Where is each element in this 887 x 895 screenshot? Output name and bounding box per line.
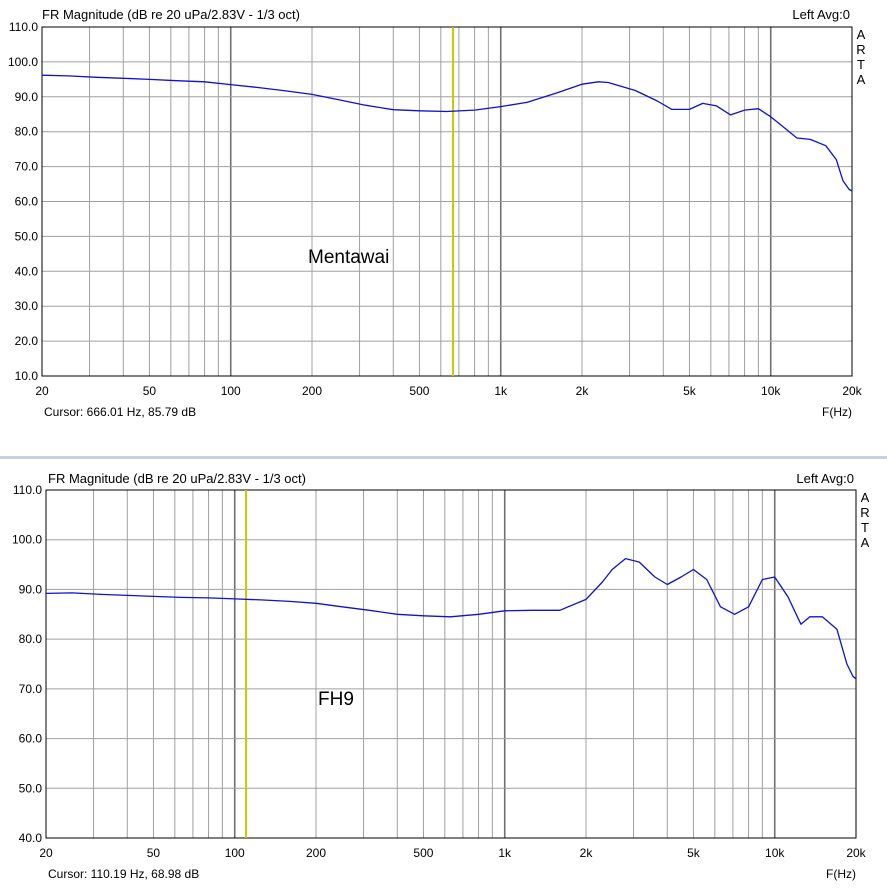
- y-tick-label: 30.0: [15, 299, 39, 313]
- channel-average-label: Left Avg:0: [792, 7, 850, 22]
- brand-letter: A: [857, 72, 866, 87]
- device-name-label: FH9: [318, 689, 354, 710]
- plot-frame: [41, 26, 853, 377]
- y-tick-label: 80.0: [15, 125, 39, 139]
- y-tick-label: 110.0: [9, 20, 38, 34]
- plot-area: [46, 490, 856, 838]
- chart-mentawai: FR Magnitude (dB re 20 uPa/2.83V - 1/3 o…: [8, 7, 866, 419]
- chart-title: FR Magnitude (dB re 20 uPa/2.83V - 1/3 o…: [42, 7, 300, 22]
- chart-title: FR Magnitude (dB re 20 uPa/2.83V - 1/3 o…: [48, 471, 306, 486]
- brand-letter: R: [860, 505, 869, 520]
- brand-letter: T: [857, 57, 865, 72]
- y-tick-label: 50.0: [19, 781, 43, 795]
- y-tick-label: 90.0: [19, 582, 43, 596]
- plot-frame: [45, 489, 857, 839]
- x-tick-label: 20: [39, 846, 53, 860]
- y-tick-label: 40.0: [15, 264, 39, 278]
- y-tick-label: 40.0: [19, 831, 43, 845]
- x-tick-label: 50: [147, 846, 161, 860]
- x-tick-label: 500: [409, 384, 429, 398]
- chart-fh9: FR Magnitude (dB re 20 uPa/2.83V - 1/3 o…: [12, 471, 870, 881]
- x-tick-label: 100: [221, 384, 241, 398]
- x-tick-label: 5k: [683, 384, 697, 398]
- channel-average-label: Left Avg:0: [796, 471, 854, 486]
- grid-lines: [45, 489, 857, 839]
- y-tick-label: 10.0: [15, 369, 39, 383]
- y-tick-label: 100.0: [12, 533, 42, 547]
- y-tick-label: 70.0: [15, 160, 39, 174]
- x-tick-label: 50: [143, 384, 157, 398]
- x-tick-label: 5k: [687, 846, 701, 860]
- y-tick-label: 20.0: [15, 334, 39, 348]
- x-tick-label: 10k: [765, 846, 785, 860]
- frequency-response-curve: [45, 557, 857, 680]
- y-tick-label: 110.0: [13, 483, 42, 497]
- x-tick-label: 2k: [576, 384, 590, 398]
- x-tick-label: 20k: [842, 384, 862, 398]
- cursor-readout: Cursor: 666.01 Hz, 85.79 dB: [44, 405, 196, 419]
- x-axis-label: F(Hz): [826, 867, 856, 881]
- brand-letter: A: [861, 490, 870, 505]
- y-tick-label: 60.0: [19, 732, 43, 746]
- x-tick-label: 10k: [761, 384, 781, 398]
- cursor-readout: Cursor: 110.19 Hz, 68.98 dB: [48, 867, 199, 881]
- x-tick-label: 200: [306, 846, 326, 860]
- y-tick-label: 50.0: [15, 229, 39, 243]
- y-tick-label: 60.0: [15, 195, 39, 209]
- x-tick-label: 500: [413, 846, 433, 860]
- x-axis-label: F(Hz): [822, 405, 852, 419]
- chart-panel-mentawai: FR Magnitude (dB re 20 uPa/2.83V - 1/3 o…: [0, 0, 887, 440]
- y-tick-label: 90.0: [15, 90, 39, 104]
- y-tick-label: 70.0: [19, 682, 43, 696]
- chart-panel-fh9: FR Magnitude (dB re 20 uPa/2.83V - 1/3 o…: [0, 456, 887, 893]
- x-tick-label: 200: [302, 384, 322, 398]
- y-tick-label: 80.0: [19, 632, 43, 646]
- x-tick-label: 20: [35, 384, 49, 398]
- x-tick-label: 2k: [580, 846, 594, 860]
- brand-letter: T: [861, 520, 869, 535]
- x-tick-label: 1k: [498, 846, 512, 860]
- device-name-label: Mentawai: [308, 247, 389, 268]
- brand-letter: R: [856, 42, 865, 57]
- x-tick-label: 1k: [494, 384, 508, 398]
- frequency-response-curve: [41, 74, 853, 192]
- x-tick-label: 20k: [846, 846, 866, 860]
- brand-letter: A: [861, 535, 870, 550]
- y-tick-label: 100.0: [8, 55, 38, 69]
- brand-letter: A: [857, 27, 866, 42]
- x-tick-label: 100: [225, 846, 245, 860]
